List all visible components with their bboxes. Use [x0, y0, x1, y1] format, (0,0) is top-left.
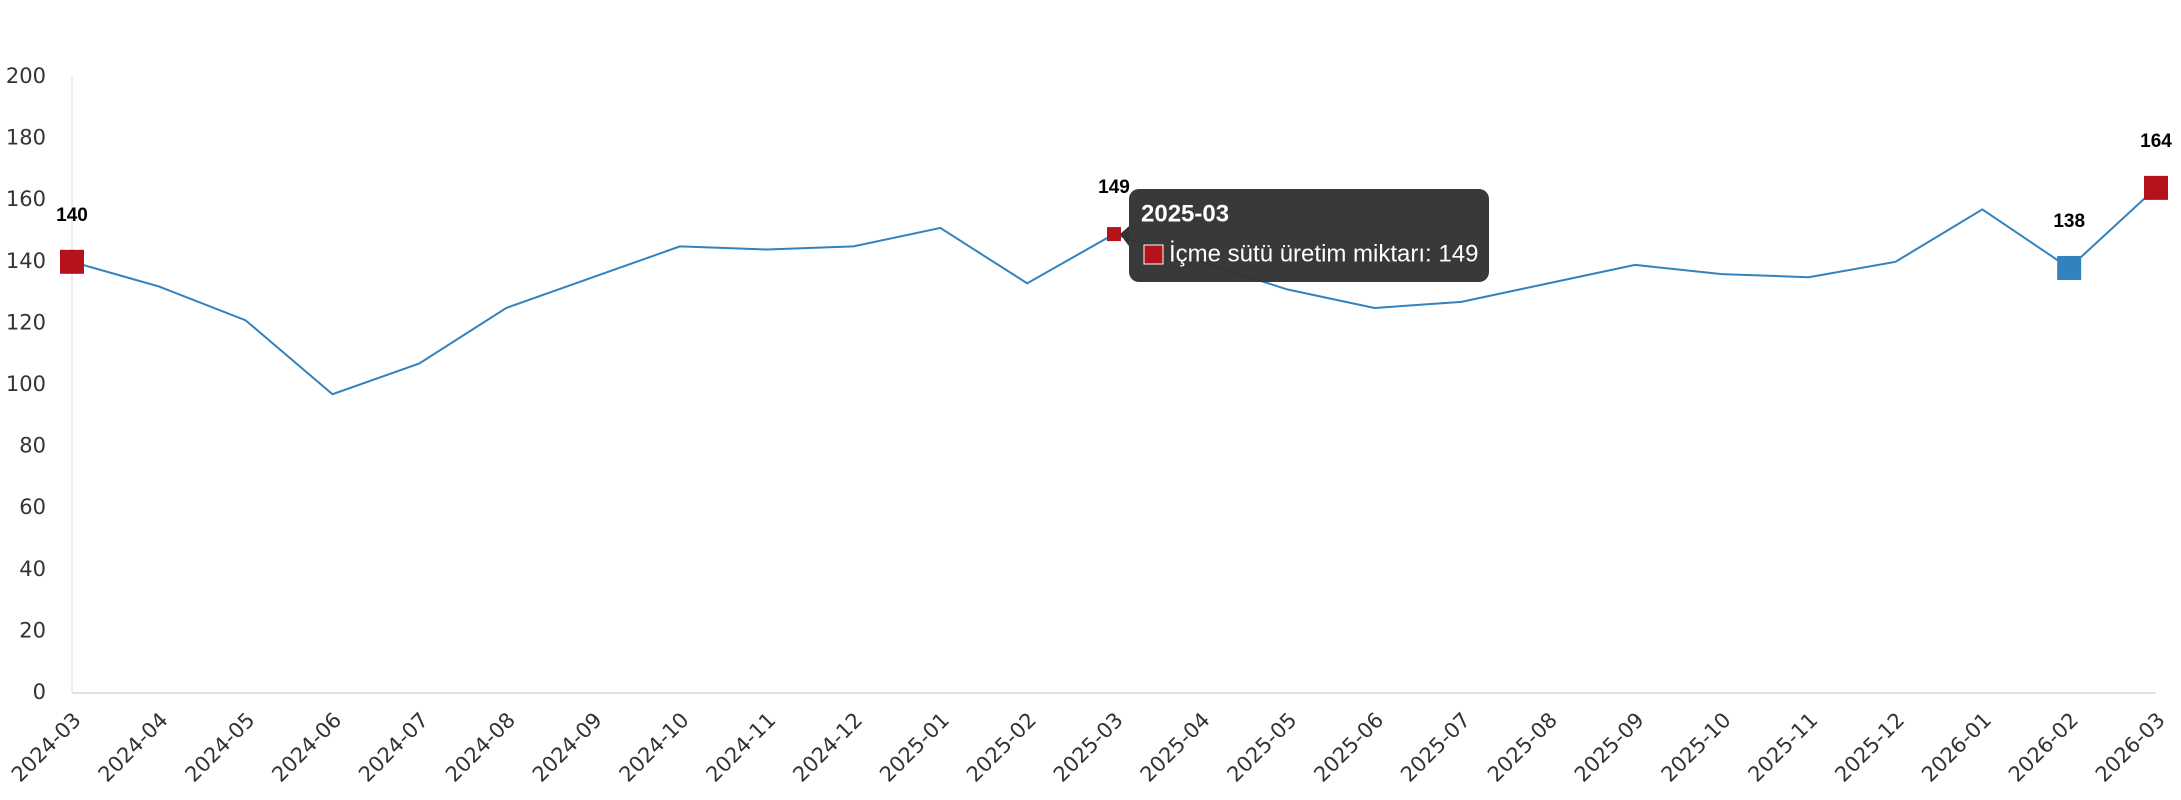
data-label: 164	[2140, 131, 2172, 152]
x-tick-label: 2025-07	[1396, 708, 1475, 787]
tooltip-text: İçme sütü üretim miktarı: 149	[1169, 240, 1478, 267]
y-tick-label: 40	[19, 557, 46, 581]
y-tick-label: 100	[6, 372, 46, 396]
tooltip-pointer	[1120, 226, 1129, 247]
x-tick-label: 2024-04	[94, 708, 173, 787]
x-tick-label: 2024-08	[441, 708, 520, 787]
x-tick-label: 2025-08	[1483, 708, 1562, 787]
y-tick-label: 180	[6, 126, 46, 150]
x-tick-label: 2024-11	[701, 708, 780, 787]
x-tick-label: 2026-01	[1917, 708, 1996, 787]
tooltip-title: 2025-03	[1141, 200, 1229, 227]
highlight-marker	[2057, 255, 2082, 280]
y-tick-label: 120	[6, 310, 46, 334]
x-tick-label: 2025-04	[1136, 708, 1215, 787]
x-tick-label: 2024-06	[267, 708, 346, 787]
highlight-marker	[60, 249, 84, 274]
x-tick-label: 2025-09	[1570, 708, 1649, 787]
series-line	[71, 187, 2157, 396]
tooltip-box	[1129, 189, 1489, 282]
y-tick-label: 20	[19, 618, 46, 642]
x-tick-label: 2025-05	[1222, 708, 1301, 787]
x-tick-label: 2024-12	[788, 708, 867, 787]
y-tick-label: 140	[6, 249, 46, 273]
x-tick-label: 2024-09	[528, 708, 607, 787]
x-tick-label: 2026-02	[2004, 708, 2083, 787]
data-label: 149	[1098, 177, 1130, 198]
x-tick-label: 2025-06	[1309, 708, 1388, 787]
data-label: 140	[56, 205, 88, 226]
x-tick-label: 2026-03	[2091, 708, 2170, 787]
x-tick-label: 2024-07	[354, 708, 433, 787]
data-label: 138	[2053, 211, 2085, 232]
y-tick-label: 60	[19, 495, 46, 519]
x-tick-label: 2025-03	[1049, 708, 1128, 787]
x-tick-label: 2024-05	[180, 708, 259, 787]
y-tick-label: 80	[19, 434, 46, 458]
highlight-marker	[2144, 175, 2168, 200]
x-tick-label: 2024-10	[615, 708, 694, 787]
highlight-marker	[1107, 227, 1121, 242]
x-tick-label: 2024-03	[7, 708, 86, 787]
x-tick-label: 2025-10	[1657, 708, 1736, 787]
x-tick-label: 2025-11	[1743, 708, 1822, 787]
y-tick-label: 0	[33, 680, 46, 704]
y-tick-label: 200	[6, 64, 46, 88]
y-tick-label: 160	[6, 187, 46, 211]
x-tick-label: 2025-01	[875, 708, 954, 787]
tooltip-swatch	[1143, 244, 1164, 265]
x-tick-label: 2025-02	[962, 708, 1041, 787]
x-tick-label: 2025-12	[1830, 708, 1909, 787]
